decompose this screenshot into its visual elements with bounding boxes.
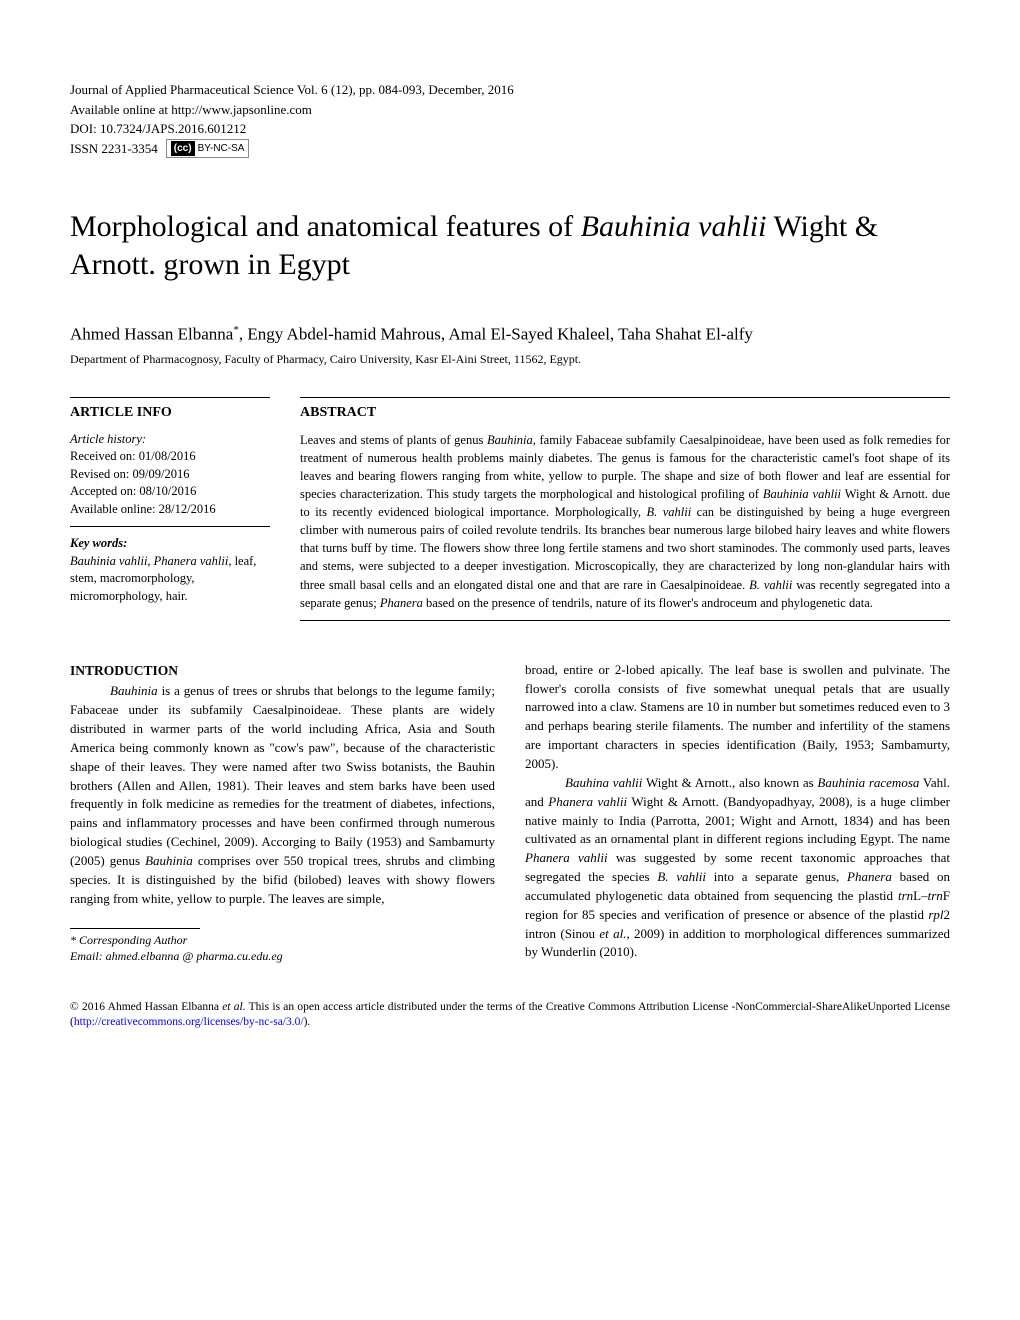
license-text: © 2016 Ahmed Hassan Elbanna et al. This …	[70, 1000, 950, 1031]
online-line: Available online at http://www.japsonlin…	[70, 100, 950, 120]
corresponding-author-footnote: * Corresponding Author Email: ahmed.elba…	[70, 933, 495, 964]
article-info-heading: ARTICLE INFO	[70, 397, 270, 422]
column-right: broad, entire or 2-lobed apically. The l…	[525, 661, 950, 965]
footnote-label: * Corresponding Author	[70, 933, 187, 947]
col2-paragraph-2: Bauhina vahlii Wight & Arnott., also kno…	[525, 774, 950, 962]
issn-label: ISSN 2231-3354	[70, 139, 158, 159]
journal-line: Journal of Applied Pharmaceutical Scienc…	[70, 80, 950, 100]
history-label: Article history:	[70, 431, 270, 449]
history-online: Available online: 28/12/2016	[70, 501, 270, 519]
cc-badge-text: BY-NC-SA	[198, 141, 245, 156]
journal-header: Journal of Applied Pharmaceutical Scienc…	[70, 80, 950, 158]
authors: Ahmed Hassan Elbanna*, Engy Abdel-hamid …	[70, 323, 950, 346]
abstract-column: ABSTRACT Leaves and stems of plants of g…	[300, 397, 950, 620]
history-revised: Revised on: 09/09/2016	[70, 466, 270, 484]
body-columns: INTRODUCTION Bauhinia is a genus of tree…	[70, 661, 950, 965]
keywords-italic: Bauhinia vahlii, Phanera vahlii	[70, 554, 228, 568]
authors-rest: , Engy Abdel-hamid Mahrous, Amal El-Saye…	[239, 325, 753, 344]
issn-row: ISSN 2231-3354 (cc)BY-NC-SA	[70, 139, 950, 159]
footnote-email: ahmed.elbanna @ pharma.cu.edu.eg	[106, 949, 283, 963]
keywords-label: Key words:	[70, 535, 270, 553]
doi-line: DOI: 10.7324/JAPS.2016.601212	[70, 119, 950, 139]
column-left: INTRODUCTION Bauhinia is a genus of tree…	[70, 661, 495, 965]
footnote-separator	[70, 928, 200, 929]
keywords-block: Key words: Bauhinia vahlii, Phanera vahl…	[70, 535, 270, 605]
history-received: Received on: 01/08/2016	[70, 448, 270, 466]
info-abstract-row: ARTICLE INFO Article history: Received o…	[70, 397, 950, 620]
col2-paragraph-1: broad, entire or 2-lobed apically. The l…	[525, 661, 950, 774]
intro-paragraph-1: Bauhinia is a genus of trees or shrubs t…	[70, 682, 495, 908]
history-accepted: Accepted on: 08/10/2016	[70, 483, 270, 501]
article-title: Morphological and anatomical features of…	[70, 208, 950, 283]
intro-heading: INTRODUCTION	[70, 661, 495, 681]
cc-badge-icon: (cc)BY-NC-SA	[166, 139, 250, 158]
article-info-column: ARTICLE INFO Article history: Received o…	[70, 397, 270, 620]
abstract-heading: ABSTRACT	[300, 397, 950, 422]
affiliation: Department of Pharmacognosy, Faculty of …	[70, 352, 950, 368]
footnote-email-label: Email:	[70, 949, 106, 963]
author-first: Ahmed Hassan Elbanna	[70, 325, 233, 344]
abstract-text: Leaves and stems of plants of genus Bauh…	[300, 431, 950, 621]
article-history-block: Article history: Received on: 01/08/2016…	[70, 431, 270, 528]
title-pre: Morphological and anatomical features of	[70, 210, 581, 243]
title-italic: Bauhinia vahlii	[581, 210, 767, 243]
